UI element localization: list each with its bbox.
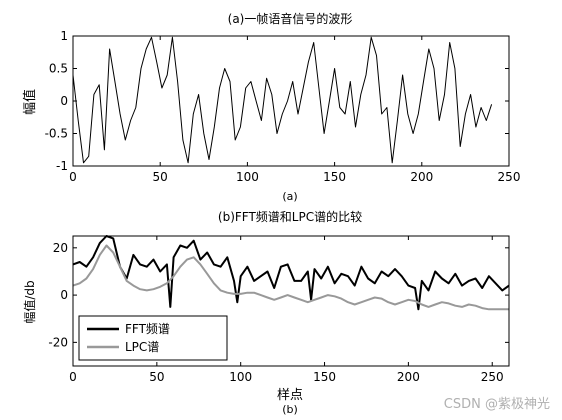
x-tick-label-1-3: 150 bbox=[313, 370, 336, 384]
watermark: CSDN @紫极神光 bbox=[443, 397, 550, 412]
panel-b-xsublabel: (b) bbox=[282, 403, 298, 416]
x-tick-label-1-5: 250 bbox=[481, 370, 504, 384]
x-tick-label-1-1: 50 bbox=[149, 370, 164, 384]
panel-a-title: (a)一帧语音信号的波形 bbox=[228, 11, 353, 26]
x-tick-label-0-0: 0 bbox=[69, 170, 77, 184]
x-tick-label-0-4: 200 bbox=[410, 170, 433, 184]
axes-frame-1 bbox=[72, 235, 510, 367]
panel-a-ylabel: 幅值 bbox=[22, 89, 38, 115]
x-tick-label-0-2: 100 bbox=[236, 170, 259, 184]
x-tick-label-1-2: 100 bbox=[229, 370, 252, 384]
plot-area-0 bbox=[73, 36, 509, 166]
legend-box bbox=[78, 315, 228, 361]
panel-a-waveform: (a)一帧语音信号的波形 (a) 幅值 0 50 100 150 200 250 -1 -0.… bbox=[22, 11, 520, 203]
y-tick-label-1-2: 20 bbox=[53, 241, 68, 255]
panel-b-title: (b)FFT频谱和LPC谱的比较 bbox=[218, 209, 362, 224]
legend-label-1: LPC谱 bbox=[125, 340, 159, 354]
y-tick-label-1-0: -20 bbox=[48, 335, 68, 349]
panel-a-xlabel: (a) bbox=[282, 190, 297, 203]
panel-b-spectrum: (b)FFT频谱和LPC谱的比较 样点 (b) 幅值/db 0 50 100 150 2… bbox=[22, 209, 510, 416]
panel-b-xlabel: 样点 bbox=[277, 388, 303, 403]
x-tick-label-1-0: 0 bbox=[69, 370, 77, 384]
series-line-1-1 bbox=[72, 244, 509, 311]
x-tick-label-0-5: 250 bbox=[498, 170, 521, 184]
x-tick-label-0-1: 50 bbox=[153, 170, 168, 184]
y-tick-label-1-1: 0 bbox=[60, 288, 68, 302]
y-tick-label-0-1: -0.5 bbox=[45, 127, 68, 141]
y-tick-label-0-0: -1 bbox=[56, 159, 68, 173]
series-line-1-0 bbox=[72, 235, 510, 311]
y-tick-label-0-3: 0.5 bbox=[49, 62, 68, 76]
x-tick-label-1-4: 200 bbox=[397, 370, 420, 384]
y-tick-label-0-4: 1 bbox=[60, 29, 68, 43]
series-line-0-0 bbox=[72, 36, 493, 164]
panel-b-ylabel: 幅值/db bbox=[22, 280, 37, 323]
legend-label-0: FFT频谱 bbox=[125, 322, 170, 336]
x-tick-label-0-3: 150 bbox=[323, 170, 346, 184]
y-tick-label-0-2: 0 bbox=[60, 94, 68, 108]
